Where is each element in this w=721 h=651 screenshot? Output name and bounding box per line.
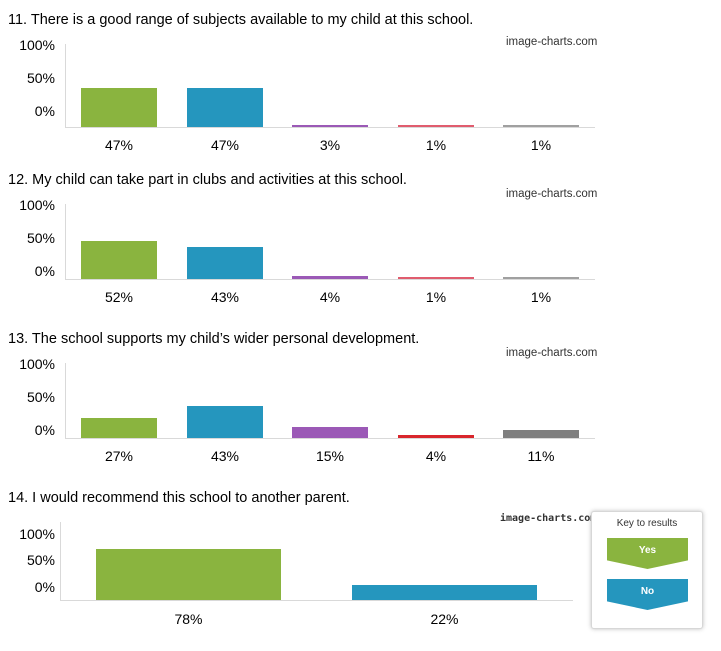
- bar: [292, 276, 368, 279]
- data-label: 1%: [425, 289, 447, 305]
- bar: [398, 277, 474, 279]
- y-tick-label: 50%: [26, 230, 55, 246]
- legend-key-no-label: No: [640, 586, 655, 597]
- bar: [292, 427, 368, 438]
- watermark: image-charts.com: [506, 188, 598, 200]
- bar: [187, 88, 263, 127]
- data-label: 43%: [210, 289, 240, 305]
- chart-title: 12. My child can take part in clubs and …: [8, 172, 407, 188]
- bar: [96, 549, 281, 600]
- bar: [398, 435, 474, 438]
- chart-q13: 13. The school supports my child’s wider…: [0, 327, 721, 487]
- y-tick-label: 100%: [19, 356, 55, 372]
- bar: [81, 241, 157, 279]
- y-tick-label: 50%: [26, 552, 55, 568]
- chart-title: 14. I would recommend this school to ano…: [8, 490, 350, 506]
- chart-title: 13. The school supports my child’s wider…: [8, 331, 420, 347]
- bar: [187, 406, 263, 438]
- y-tick-label: 0%: [34, 422, 55, 438]
- watermark: image-charts.com: [506, 347, 598, 359]
- data-label: 78%: [174, 611, 203, 627]
- data-label: 11%: [527, 448, 555, 464]
- y-tick-label: 0%: [34, 263, 55, 279]
- chart-q14: 14. I would recommend this school to ano…: [0, 486, 721, 646]
- y-tick-label: 100%: [19, 37, 55, 53]
- legend-title: Key to results: [616, 518, 678, 529]
- legend-key-yes-label: Yes: [638, 545, 657, 556]
- y-tick-label: 100%: [19, 526, 55, 542]
- legend: Key to results Yes No: [591, 511, 703, 629]
- data-label: 4%: [319, 289, 341, 305]
- data-label: 27%: [104, 448, 134, 464]
- bar: [352, 585, 537, 600]
- data-label: 15%: [315, 448, 345, 464]
- y-tick-label: 0%: [34, 579, 55, 595]
- bar: [398, 125, 474, 127]
- y-tick-label: 0%: [34, 103, 55, 119]
- bar: [503, 125, 579, 127]
- watermark: image-charts.com: [506, 36, 598, 48]
- x-axis-line: [60, 600, 573, 601]
- data-label: 52%: [104, 289, 134, 305]
- chart-q11: 11. There is a good range of subjects av…: [0, 8, 721, 168]
- data-label: 4%: [425, 448, 447, 464]
- chart-title: 11. There is a good range of subjects av…: [8, 12, 474, 28]
- chart-q12: 12. My child can take part in clubs and …: [0, 168, 721, 328]
- y-axis-line: [65, 44, 66, 127]
- y-axis-line: [65, 363, 66, 438]
- legend-key-no: No: [607, 579, 688, 610]
- data-label: 1%: [530, 137, 552, 153]
- data-label: 47%: [104, 137, 134, 153]
- bar: [81, 88, 157, 127]
- data-label: 1%: [530, 289, 552, 305]
- y-tick-label: 50%: [26, 70, 55, 86]
- x-axis-line: [65, 438, 595, 439]
- x-axis-line: [65, 127, 595, 128]
- data-label: 1%: [425, 137, 447, 153]
- data-label: 43%: [210, 448, 240, 464]
- data-label: 3%: [319, 137, 341, 153]
- bar: [503, 430, 579, 438]
- y-axis-line: [65, 204, 66, 279]
- y-tick-label: 50%: [26, 389, 55, 405]
- data-label: 47%: [210, 137, 240, 153]
- bar: [187, 247, 263, 279]
- bar: [292, 125, 368, 127]
- y-tick-label: 100%: [19, 197, 55, 213]
- data-label: 22%: [430, 611, 459, 627]
- x-axis-line: [65, 279, 595, 280]
- legend-key-yes: Yes: [607, 538, 688, 569]
- y-axis-line: [60, 522, 61, 600]
- bar: [81, 418, 157, 438]
- watermark: image-charts.com: [500, 513, 597, 524]
- bar: [503, 277, 579, 279]
